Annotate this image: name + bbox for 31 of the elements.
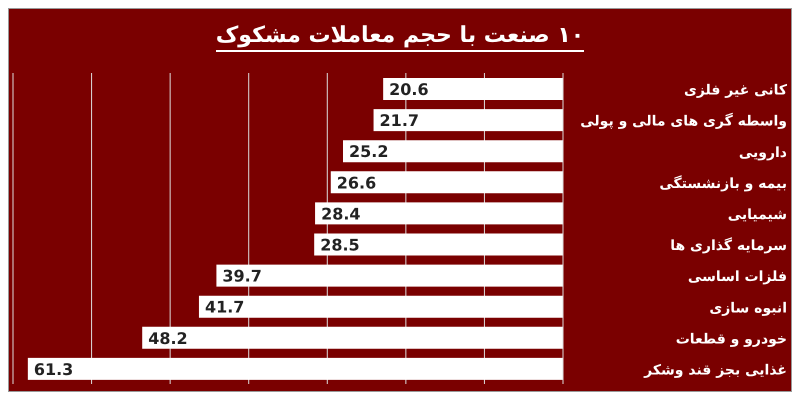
y-tick-label: انبوه سازی — [709, 300, 787, 316]
data-label: 48.2 — [148, 328, 188, 348]
chart-title: ۱۰ صنعت با حجم معاملات مشکوک — [216, 22, 584, 52]
bar — [374, 109, 563, 132]
data-label: 25.2 — [349, 142, 388, 162]
y-tick-label: فلزات اساسی — [688, 269, 787, 286]
bar — [343, 140, 563, 162]
bar — [216, 264, 563, 287]
bar — [330, 171, 563, 194]
y-tick-label: شیمیایی — [728, 206, 787, 223]
data-label: 61.3 — [34, 360, 74, 379]
bar — [314, 234, 563, 256]
y-tick-label: بیمه و بازنشستگی — [659, 174, 787, 192]
y-tick-label: سرمایه گذاری ها — [670, 237, 787, 254]
data-label: 41.7 — [204, 298, 244, 317]
data-label: 26.6 — [336, 173, 376, 192]
data-label: 20.6 — [389, 80, 429, 99]
y-tick-label: خودرو و قطعات — [676, 331, 787, 348]
y-tick-label: واسطه گری های مالی و پولی — [580, 112, 787, 130]
data-label: 21.7 — [380, 111, 420, 130]
bar — [28, 358, 563, 380]
bar — [315, 202, 563, 224]
y-tick-label: کانی غیر فلزی — [684, 82, 788, 99]
data-label: 39.7 — [222, 266, 262, 286]
bar — [142, 326, 563, 349]
bar — [383, 78, 563, 100]
bar — [198, 296, 563, 318]
data-label: 28.5 — [320, 236, 360, 254]
y-tick-label: غذایی بجز قند وشکر — [643, 362, 787, 378]
y-tick-label: دارویی — [738, 144, 787, 161]
data-label: 28.4 — [321, 204, 361, 224]
